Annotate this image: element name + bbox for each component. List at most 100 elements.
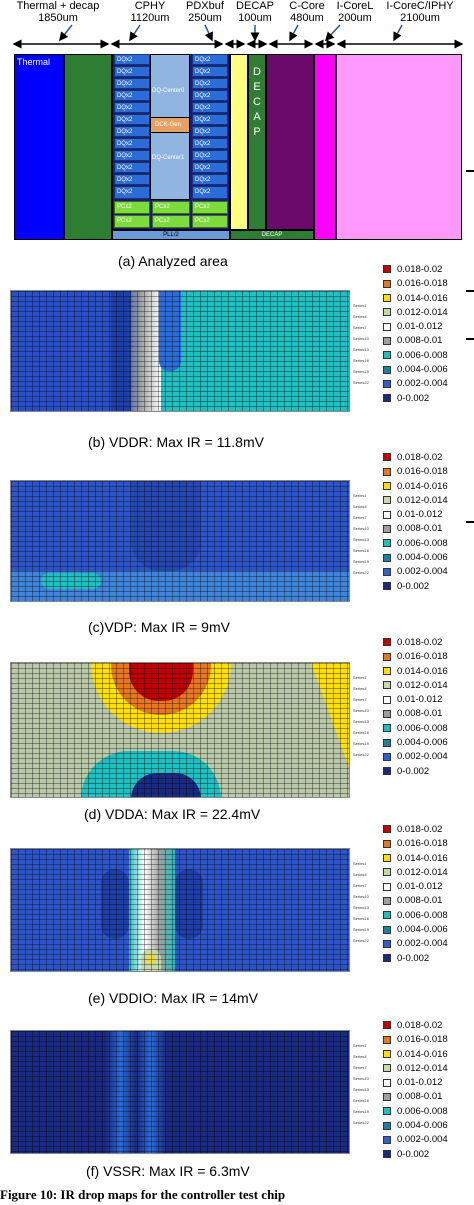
dq-cell: DQx2 (192, 66, 228, 77)
legend-swatch (383, 652, 391, 661)
dq-cell: DQx2 (192, 54, 228, 65)
header-icorel: I-CoreL 200um (336, 0, 374, 24)
grid-overlay (11, 663, 349, 797)
legend-label: 0.012-0.014 (397, 866, 448, 878)
legend-label: 0.008-0.01 (397, 895, 443, 907)
legend-item: 0-0.002 (383, 1148, 463, 1162)
dq-cell: DQx2 (114, 90, 150, 101)
dq-cell: DQx2 (114, 102, 150, 113)
legend-item: 0.008-0.01 (383, 334, 463, 348)
legend-item: 0-0.002 (383, 580, 463, 594)
legend-item: 0.012-0.014 (383, 1062, 463, 1076)
legend-item: 0.004-0.006 (383, 923, 463, 937)
green-cell: PCx2 (192, 201, 228, 214)
caption-f: (f) VSSR: Max IR = 6.3mV (86, 1163, 250, 1179)
legend-swatch (383, 825, 391, 834)
legend-swatch (383, 394, 391, 403)
legend-swatch (383, 1064, 391, 1073)
legend-label: 0.002-0.004 (397, 566, 448, 578)
legend-b: 0.018-0.02 0.016-0.018 0.014-0.016 0.012-0.… (383, 263, 463, 406)
legend-item: 0.006-0.008 (383, 1105, 463, 1119)
legend-item: 0.002-0.004 (383, 1133, 463, 1147)
legend-swatch (383, 567, 391, 576)
legend-label: 0.004-0.006 (397, 737, 448, 749)
grid-overlay (11, 481, 349, 601)
legend-swatch (383, 265, 391, 274)
legend-swatch (383, 467, 391, 476)
legend-item: 0.014-0.016 (383, 292, 463, 306)
legend-item: 0.008-0.01 (383, 1090, 463, 1104)
dq-left-column: DQx2 DQx2 DQx2 DQx2 DQx2 DQx2 DQx2 DQx2 … (114, 54, 150, 200)
header-ccore: C-Core 480um (289, 0, 325, 24)
legend-swatch (383, 1092, 391, 1101)
legend-swatch (383, 681, 391, 690)
legend-label: 0.018-0.02 (397, 264, 443, 275)
series-labels-b: Series1 Series4 Series7 Series10 Series13 Ser… (353, 303, 369, 385)
ir-map-vdp (10, 480, 350, 602)
legend-swatch (383, 322, 391, 331)
legend-swatch (383, 510, 391, 519)
legend-swatch (383, 695, 391, 704)
legend-swatch (383, 482, 391, 491)
legend-label: 0.006-0.008 (397, 537, 448, 549)
legend-label: 0.008-0.01 (397, 335, 443, 347)
legend-swatch (383, 365, 391, 374)
green-cell: PCx2 (152, 201, 190, 214)
legend-label: 0.008-0.01 (397, 1091, 443, 1103)
legend-label: 0.014-0.016 (397, 665, 448, 677)
legend-label: 0.014-0.016 (397, 292, 448, 304)
legend-swatch (383, 738, 391, 747)
legend-item: 0.012-0.014 (383, 494, 463, 508)
legend-swatch (383, 453, 391, 462)
legend-label: 0.006-0.008 (397, 722, 448, 734)
legend-label: 0.01-0.012 (397, 881, 443, 893)
legend-swatch (383, 308, 391, 317)
legend-label: 0.018-0.02 (397, 1020, 443, 1031)
legend-swatch (383, 1135, 391, 1144)
edge-tick (466, 290, 474, 292)
legend-item: 0.018-0.02 (383, 636, 463, 650)
legend-item: 0.004-0.006 (383, 363, 463, 377)
legend-label: 0.008-0.01 (397, 708, 443, 720)
legend-item: 0-0.002 (383, 952, 463, 966)
legend-item: 0.004-0.006 (383, 736, 463, 750)
legend-item: 0.004-0.006 (383, 551, 463, 565)
header-cphy: CPHY 1120um (130, 0, 170, 24)
decap-vertical-block: D E C A P (248, 54, 266, 230)
edge-tick (466, 338, 474, 340)
legend-swatch (383, 709, 391, 718)
dq-cell: DQx2 (192, 102, 228, 113)
legend-swatch (383, 1050, 391, 1059)
dq-cell: DQx2 (192, 186, 228, 199)
green-row-group: PCx2 PCx2 PCx2 PCx2 PCx2 PCx2 (112, 200, 230, 230)
legend-label: 0.004-0.006 (397, 364, 448, 376)
legend-label: 0.01-0.012 (397, 509, 443, 521)
legend-item: 0.01-0.012 (383, 320, 463, 334)
legend-item: 0.018-0.02 (383, 451, 463, 465)
green-cell: PCx2 (114, 215, 150, 228)
legend-swatch (383, 336, 391, 345)
grid-overlay (11, 1031, 349, 1153)
series-labels-c: Series1 Series4 Series7 Series10 Series13 Ser… (353, 493, 369, 575)
legend-label: 0.012-0.014 (397, 679, 448, 691)
dq-cell: DQx2 (114, 78, 150, 89)
caption-d: (d) VDDA: Max IR = 22.4mV (84, 806, 261, 822)
legend-label: 0-0.002 (397, 952, 430, 964)
legend-swatch (383, 939, 391, 948)
center0-label: DQ-Center0 (152, 88, 185, 94)
legend-e: 0.018-0.02 0.016-0.018 0.014-0.016 0.012-0.… (383, 823, 463, 966)
legend-item: 0.002-0.004 (383, 377, 463, 391)
legend-label: 0.016-0.018 (397, 466, 448, 478)
edge-tick (466, 521, 474, 523)
legend-label: 0.01-0.012 (397, 1077, 443, 1089)
grid-overlay (11, 291, 349, 411)
dimension-arrows (12, 24, 464, 49)
legend-item: 0.01-0.012 (383, 508, 463, 522)
series-labels-d: Series1 Series4 Series7 Series10 Series13 Ser… (353, 675, 369, 757)
dq-cell: DQx2 (114, 66, 150, 77)
legend-d: 0.018-0.02 0.016-0.018 0.014-0.016 0.012-0.… (383, 636, 463, 779)
legend-label: 0-0.002 (397, 1148, 430, 1160)
legend-label: 0.012-0.014 (397, 1062, 448, 1074)
legend-item: 0.016-0.018 (383, 465, 463, 479)
legend-item: 0.014-0.016 (383, 1048, 463, 1062)
